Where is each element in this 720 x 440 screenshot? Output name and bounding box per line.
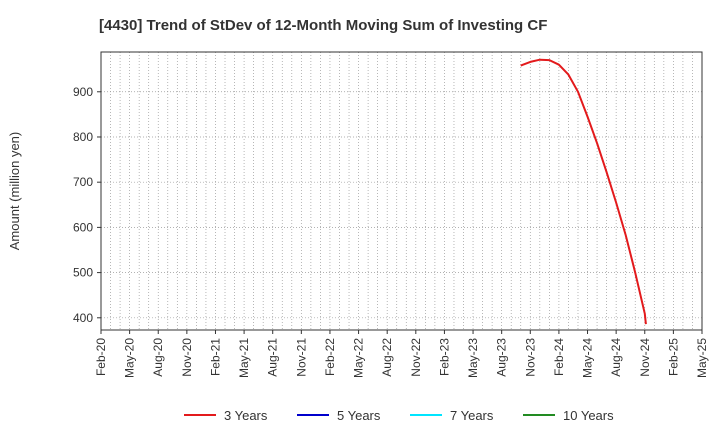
x-tick-label: Aug-20	[151, 338, 165, 377]
series-line	[520, 58, 647, 325]
x-tick-label: Feb-22	[323, 338, 337, 376]
y-tick-label: 500	[73, 266, 93, 280]
x-tick-label: Aug-21	[266, 338, 280, 377]
y-tick-label: 800	[73, 130, 93, 144]
y-tick-label: 900	[73, 85, 93, 99]
legend-label: 10 Years	[563, 408, 614, 423]
y-axis: 400 500 600 700 800 900	[73, 85, 101, 325]
x-tick-label: Nov-24	[638, 338, 652, 377]
y-tick-label: 700	[73, 175, 93, 189]
legend-label: 7 Years	[450, 408, 494, 423]
x-tick-label: May-24	[581, 338, 595, 378]
legend-label: 3 Years	[224, 408, 268, 423]
x-tick-label: May-22	[352, 338, 366, 378]
y-axis-label: Amount (million yen)	[7, 132, 22, 251]
x-tick-label: Feb-21	[208, 338, 222, 376]
x-tick-label: Aug-23	[495, 338, 509, 377]
x-tick-label: Feb-20	[94, 338, 108, 376]
y-tick-label: 600	[73, 220, 93, 234]
grid	[101, 52, 702, 330]
legend: 3 Years 5 Years 7 Years 10 Years	[184, 408, 614, 423]
legend-label: 5 Years	[337, 408, 381, 423]
x-tick-label: Nov-22	[409, 338, 423, 377]
plot-area	[101, 52, 702, 330]
x-tick-label: Nov-23	[523, 338, 537, 377]
plot-border	[100, 51, 703, 331]
x-tick-label: Feb-25	[666, 338, 680, 376]
series-lines	[520, 58, 647, 325]
y-tick-label: 400	[73, 311, 93, 325]
chart-title: [4430] Trend of StDev of 12-Month Moving…	[99, 17, 547, 34]
x-axis: Feb-20 May-20 Aug-20 Nov-20 Feb-21 May-21 Aug-…	[94, 330, 709, 378]
x-tick-label: May-23	[466, 338, 480, 378]
x-tick-label: May-25	[695, 338, 709, 378]
x-tick-label: May-21	[237, 338, 251, 378]
x-tick-label: Nov-21	[294, 338, 308, 377]
x-tick-label: Aug-22	[380, 338, 394, 377]
x-tick-label: Aug-24	[609, 338, 623, 377]
x-tick-label: Nov-20	[180, 338, 194, 377]
x-tick-label: Feb-23	[437, 338, 451, 376]
x-tick-label: May-20	[123, 338, 137, 378]
x-tick-label: Feb-24	[552, 338, 566, 376]
